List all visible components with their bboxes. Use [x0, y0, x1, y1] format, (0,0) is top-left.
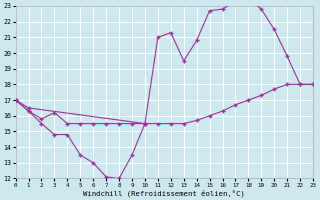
X-axis label: Windchill (Refroidissement éolien,°C): Windchill (Refroidissement éolien,°C) [84, 189, 245, 197]
